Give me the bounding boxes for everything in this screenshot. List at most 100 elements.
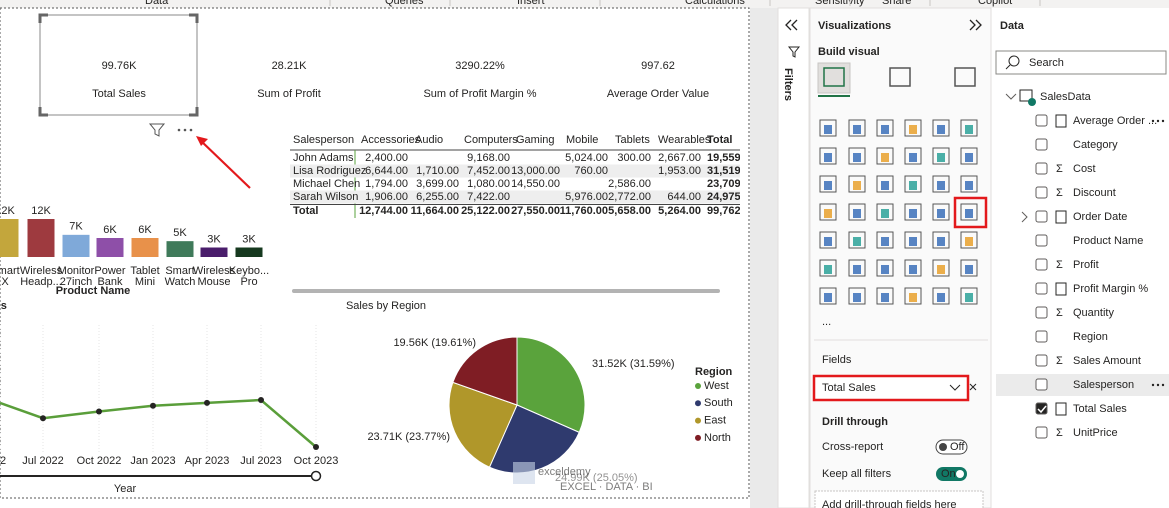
field-name[interactable]: Total Sales — [1073, 403, 1127, 415]
legend-label[interactable]: North — [704, 432, 731, 444]
table-name[interactable]: SalesData — [1040, 91, 1092, 103]
field-name[interactable]: Region — [1073, 331, 1108, 343]
search-box[interactable] — [995, 50, 1167, 75]
field-name[interactable]: UnitPrice — [1073, 427, 1118, 439]
visual-type-icon[interactable] — [960, 203, 978, 221]
visual-type-icon[interactable] — [876, 119, 894, 137]
visual-type-icon[interactable] — [819, 175, 837, 193]
visual-type-icon[interactable] — [848, 203, 866, 221]
visual-type-icon[interactable] — [876, 175, 894, 193]
field-name[interactable]: Salesperson — [1073, 379, 1134, 391]
visual-type-icon[interactable] — [960, 259, 978, 277]
tree-expander[interactable] — [1005, 93, 1017, 100]
remove-field[interactable] — [969, 383, 977, 391]
table-cell: 31,519. — [707, 165, 744, 177]
visual-type-icon[interactable] — [848, 175, 866, 193]
visual-type-icon[interactable] — [932, 231, 950, 249]
field-name[interactable]: Quantity — [1073, 307, 1114, 319]
search-placeholder: Search — [1029, 57, 1064, 69]
visual-type-icon[interactable] — [960, 231, 978, 249]
x-tick-label: Tablet — [130, 265, 159, 277]
visual-type-icon[interactable] — [819, 259, 837, 277]
field-checkbox[interactable] — [1035, 354, 1048, 367]
visual-type-icon[interactable] — [904, 203, 922, 221]
expander[interactable] — [1021, 211, 1028, 223]
filter-icon[interactable] — [148, 123, 166, 137]
visual-type-icon[interactable] — [932, 203, 950, 221]
visual-type-icon[interactable] — [960, 287, 978, 305]
visual-type-icon[interactable] — [932, 175, 950, 193]
visual-type-icon[interactable] — [960, 147, 978, 165]
card-selection[interactable] — [39, 14, 198, 116]
x-tick-label: X — [1, 276, 9, 288]
visual-type-icon[interactable] — [848, 231, 866, 249]
field-checkbox[interactable] — [1035, 258, 1048, 271]
filters-strip[interactable] — [777, 7, 810, 508]
field-checkbox[interactable] — [1035, 378, 1048, 391]
legend-label[interactable]: West — [704, 380, 729, 392]
field-name[interactable]: Average Order ... — [1073, 115, 1157, 127]
field-well[interactable] — [812, 374, 970, 402]
visual-type-icon[interactable] — [819, 203, 837, 221]
collapse-icon[interactable] — [785, 19, 798, 31]
field-checkbox[interactable] — [1035, 426, 1048, 439]
visual-type-icon[interactable] — [904, 119, 922, 137]
card-label: Sum of Profit — [257, 88, 321, 100]
visual-type-icon[interactable] — [904, 175, 922, 193]
visual-type-icon[interactable] — [819, 231, 837, 249]
visual-type-icon[interactable] — [932, 259, 950, 277]
drop-zone[interactable] — [814, 490, 984, 508]
field-checkbox[interactable] — [1035, 402, 1048, 415]
build-tab-icon[interactable] — [889, 67, 911, 87]
visual-type-icon[interactable] — [904, 259, 922, 277]
visual-type-icon[interactable] — [876, 147, 894, 165]
visual-type-icon[interactable] — [932, 147, 950, 165]
visual-type-icon[interactable] — [904, 231, 922, 249]
field-name[interactable]: Discount — [1073, 187, 1116, 199]
visual-type-icon[interactable] — [960, 175, 978, 193]
field-checkbox[interactable] — [1035, 306, 1048, 319]
visual-type-icon[interactable] — [904, 287, 922, 305]
visual-type-icon[interactable] — [876, 259, 894, 277]
visual-type-icon[interactable] — [876, 203, 894, 221]
visual-type-icon[interactable] — [819, 287, 837, 305]
field-name[interactable]: Category — [1073, 139, 1118, 151]
field-name[interactable]: Cost — [1073, 163, 1096, 175]
visual-type-icon[interactable] — [960, 119, 978, 137]
visual-type-icon[interactable] — [848, 259, 866, 277]
table-cell: 11,760.00 — [560, 205, 608, 217]
visual-type-icon[interactable] — [819, 147, 837, 165]
legend-label[interactable]: South — [704, 397, 733, 409]
field-name[interactable]: Order Date — [1073, 211, 1127, 223]
visual-type-icon[interactable] — [932, 287, 950, 305]
visual-type-icon[interactable] — [932, 119, 950, 137]
field-checkbox[interactable] — [1035, 330, 1048, 343]
field-checkbox[interactable] — [1035, 162, 1048, 175]
legend-label[interactable]: East — [704, 415, 726, 427]
field-name[interactable]: Profit — [1073, 259, 1099, 271]
sigma-icon: Σ — [1056, 163, 1063, 175]
filters-title[interactable]: Filters — [782, 68, 794, 101]
expand-icon[interactable] — [969, 19, 982, 31]
visual-type-icon[interactable] — [876, 287, 894, 305]
field-name[interactable]: Sales Amount — [1073, 355, 1141, 367]
field-checkbox[interactable] — [1035, 210, 1048, 223]
visual-type-icon[interactable] — [848, 147, 866, 165]
visual-type-icon[interactable] — [876, 231, 894, 249]
field-checkbox[interactable] — [1035, 186, 1048, 199]
visual-type-icon[interactable] — [848, 287, 866, 305]
build-tab-icon[interactable] — [823, 67, 845, 87]
field-checkbox[interactable] — [1035, 138, 1048, 151]
field-name[interactable]: Profit Margin % — [1073, 283, 1148, 295]
slider-handle[interactable] — [310, 470, 322, 482]
visual-type-icon[interactable] — [819, 119, 837, 137]
visual-type-icon[interactable] — [904, 147, 922, 165]
field-checkbox[interactable] — [1035, 114, 1048, 127]
field-checkbox[interactable] — [1035, 234, 1048, 247]
visual-type-icon[interactable] — [848, 119, 866, 137]
field-chip[interactable]: Total Sales — [822, 382, 876, 394]
more-visuals[interactable]: ... — [822, 316, 831, 328]
field-checkbox[interactable] — [1035, 282, 1048, 295]
build-tab-icon[interactable] — [954, 67, 976, 87]
field-name[interactable]: Product Name — [1073, 235, 1143, 247]
